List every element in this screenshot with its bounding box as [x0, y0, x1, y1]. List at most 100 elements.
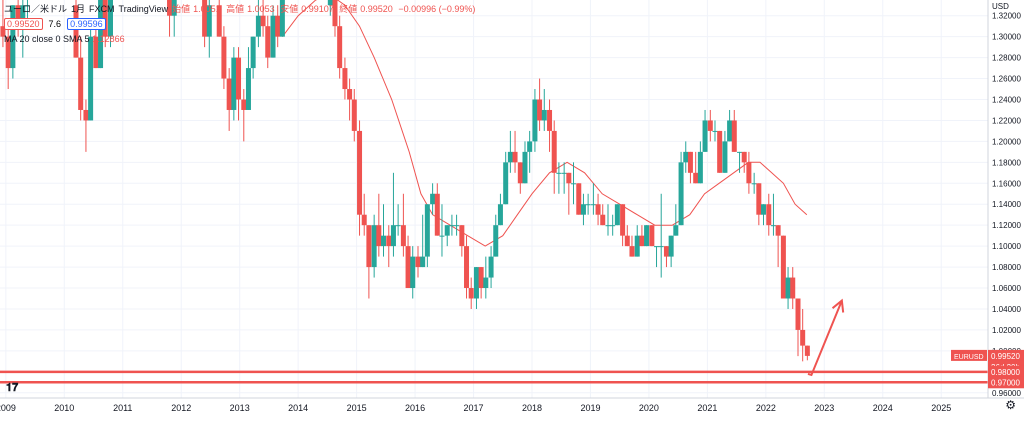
tradingview-logo-icon[interactable]: 𝟏𝟕 — [6, 382, 19, 394]
candle-body — [712, 130, 718, 132]
candle-body — [785, 277, 791, 299]
candle-body — [473, 267, 479, 299]
year-tick-label: 2020 — [639, 403, 659, 413]
interval-label[interactable]: 1月 — [71, 4, 86, 14]
candle-body — [566, 172, 572, 184]
candle-body — [678, 162, 684, 226]
candle-body — [405, 246, 411, 289]
year-tick-label: 2023 — [814, 403, 834, 413]
year-tick-label: 2012 — [171, 403, 191, 413]
hline-tag: 0.97000 — [991, 378, 1020, 387]
candle-body — [624, 235, 630, 247]
candle-body — [337, 26, 343, 69]
year-tick-label: 2011 — [113, 403, 132, 413]
candle-body — [731, 120, 737, 152]
candle-body — [497, 204, 503, 226]
price-tick-label: 1.22000 — [992, 116, 1021, 125]
candle-body — [361, 214, 367, 226]
candle-body — [741, 151, 747, 163]
candle-body — [434, 193, 440, 236]
candle-body — [658, 246, 664, 248]
candle-body — [468, 288, 474, 299]
candle-body — [668, 235, 674, 257]
candle-body — [576, 183, 582, 215]
price-tick-label: 0.96000 — [992, 389, 1021, 398]
time-axis: 2009 2010 2011 2012 2013 2014 2015 2016 2017 2018… — [0, 397, 1024, 416]
candle-body — [649, 225, 655, 247]
price-tick-label: 1.32000 — [992, 12, 1021, 21]
symbol-name[interactable]: ユーロ／米ドル — [4, 4, 68, 14]
price-axis: 0.960000.980001.000001.020001.040001.060… — [951, 0, 1024, 416]
candle-body — [693, 172, 699, 184]
price-tick-label: 1.26000 — [992, 75, 1021, 84]
candle-body — [580, 204, 586, 215]
candle-body — [202, 0, 208, 37]
price-tick-label: 1.02000 — [992, 326, 1021, 335]
candle-body — [226, 78, 232, 110]
candle-body — [381, 235, 387, 247]
moving-average — [282, 0, 808, 247]
candle-body — [395, 225, 401, 227]
candle-body — [255, 15, 261, 37]
indicator-label: MA 20 close 0 SMA 5 — [4, 34, 90, 44]
candle-body — [444, 225, 450, 236]
candle-body — [620, 204, 626, 236]
candle-body — [206, 5, 212, 37]
year-tick-label: 2019 — [580, 403, 600, 413]
candle-body — [605, 225, 611, 227]
year-tick-label: 2018 — [522, 403, 542, 413]
currency-label: USD — [992, 2, 1009, 11]
ma-line — [282, 0, 808, 247]
candle-body — [610, 225, 616, 227]
candle-body — [260, 15, 266, 27]
candle-body — [654, 246, 660, 248]
candle-body — [171, 0, 177, 16]
candle-body — [512, 151, 518, 163]
price-tick-label: 1.12000 — [992, 221, 1021, 230]
candle-body — [687, 151, 693, 173]
sell-button[interactable]: 0.99520 — [4, 18, 43, 30]
candle-body — [571, 183, 577, 185]
candle-body — [98, 0, 104, 69]
candle-body — [410, 256, 416, 289]
candle-body — [332, 0, 338, 27]
candle-body — [20, 5, 26, 27]
year-tick-label: 2022 — [756, 403, 776, 413]
candle-body — [702, 120, 708, 152]
candle-body — [590, 204, 596, 206]
candle-body — [761, 204, 767, 215]
price-axis-bg — [988, 0, 1024, 416]
candle-body — [561, 172, 567, 174]
candle-body — [541, 109, 547, 121]
candle-body — [551, 130, 557, 173]
buy-button[interactable]: 0.99596 — [67, 18, 106, 30]
candle-body — [390, 225, 396, 247]
exchange-label: FXCM — [89, 3, 115, 14]
candle-body — [439, 235, 445, 237]
candle-body — [780, 235, 786, 299]
candle-body — [683, 151, 689, 163]
candle-body — [241, 99, 247, 110]
ohlc-values: 始値 1.0051 高値 1.0053 安値 0.99107 終値 0.99520 −0… — [172, 4, 476, 14]
candle-body — [585, 204, 591, 206]
candle-body — [644, 225, 650, 247]
indicator-legend[interactable]: MA 20 close 0 SMA 5 1.12866 — [4, 34, 125, 44]
hline-tag-bg — [988, 376, 1024, 389]
candle-body — [347, 89, 353, 100]
candle-body — [167, 0, 173, 16]
hline-tag-bg — [988, 365, 1024, 378]
candle-body — [5, 36, 11, 69]
year-tick-label: 2013 — [230, 403, 250, 413]
gear-icon[interactable]: ⚙ — [1005, 398, 1016, 412]
candle-body — [517, 162, 523, 184]
candle-body — [0, 26, 6, 37]
year-tick-label: 2025 — [931, 403, 951, 413]
candle-body — [737, 151, 743, 153]
candle-body — [639, 235, 645, 247]
candle-body — [386, 235, 392, 247]
candle-body — [454, 225, 460, 227]
candle-body — [483, 277, 489, 289]
candle-body — [488, 256, 494, 278]
